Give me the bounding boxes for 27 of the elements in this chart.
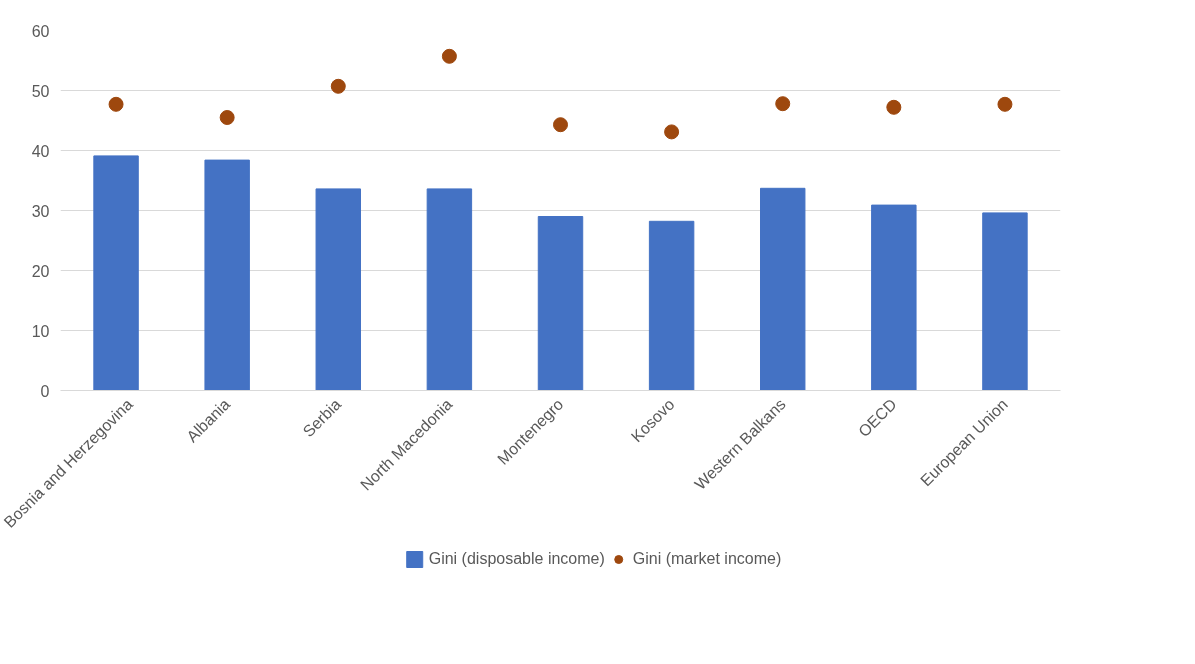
point [664, 124, 680, 140]
bar [93, 155, 139, 391]
point [330, 78, 346, 94]
point [886, 99, 902, 115]
y-tick-label: 50 [31, 82, 50, 100]
bar [982, 212, 1028, 391]
y-tick-label: 60 [31, 22, 50, 40]
y-tick-label: 0 [40, 382, 50, 400]
bar [760, 187, 806, 391]
bar [648, 220, 695, 391]
bar [315, 188, 361, 391]
y-tick-label: 10 [31, 322, 50, 340]
point [108, 96, 124, 112]
y-tick-label: 30 [31, 202, 50, 220]
bar [204, 159, 250, 391]
y-tick-label: 20 [31, 262, 50, 280]
point [441, 48, 457, 64]
legend-label: Gini (market income) [632, 550, 782, 568]
point [775, 96, 791, 112]
point [219, 110, 235, 125]
bar [426, 188, 473, 391]
legend-label: Gini (disposable income) [428, 550, 605, 568]
bar [537, 216, 584, 391]
y-tick-label: 40 [31, 142, 50, 160]
point [553, 117, 568, 133]
point [997, 96, 1013, 112]
bar [871, 204, 917, 391]
